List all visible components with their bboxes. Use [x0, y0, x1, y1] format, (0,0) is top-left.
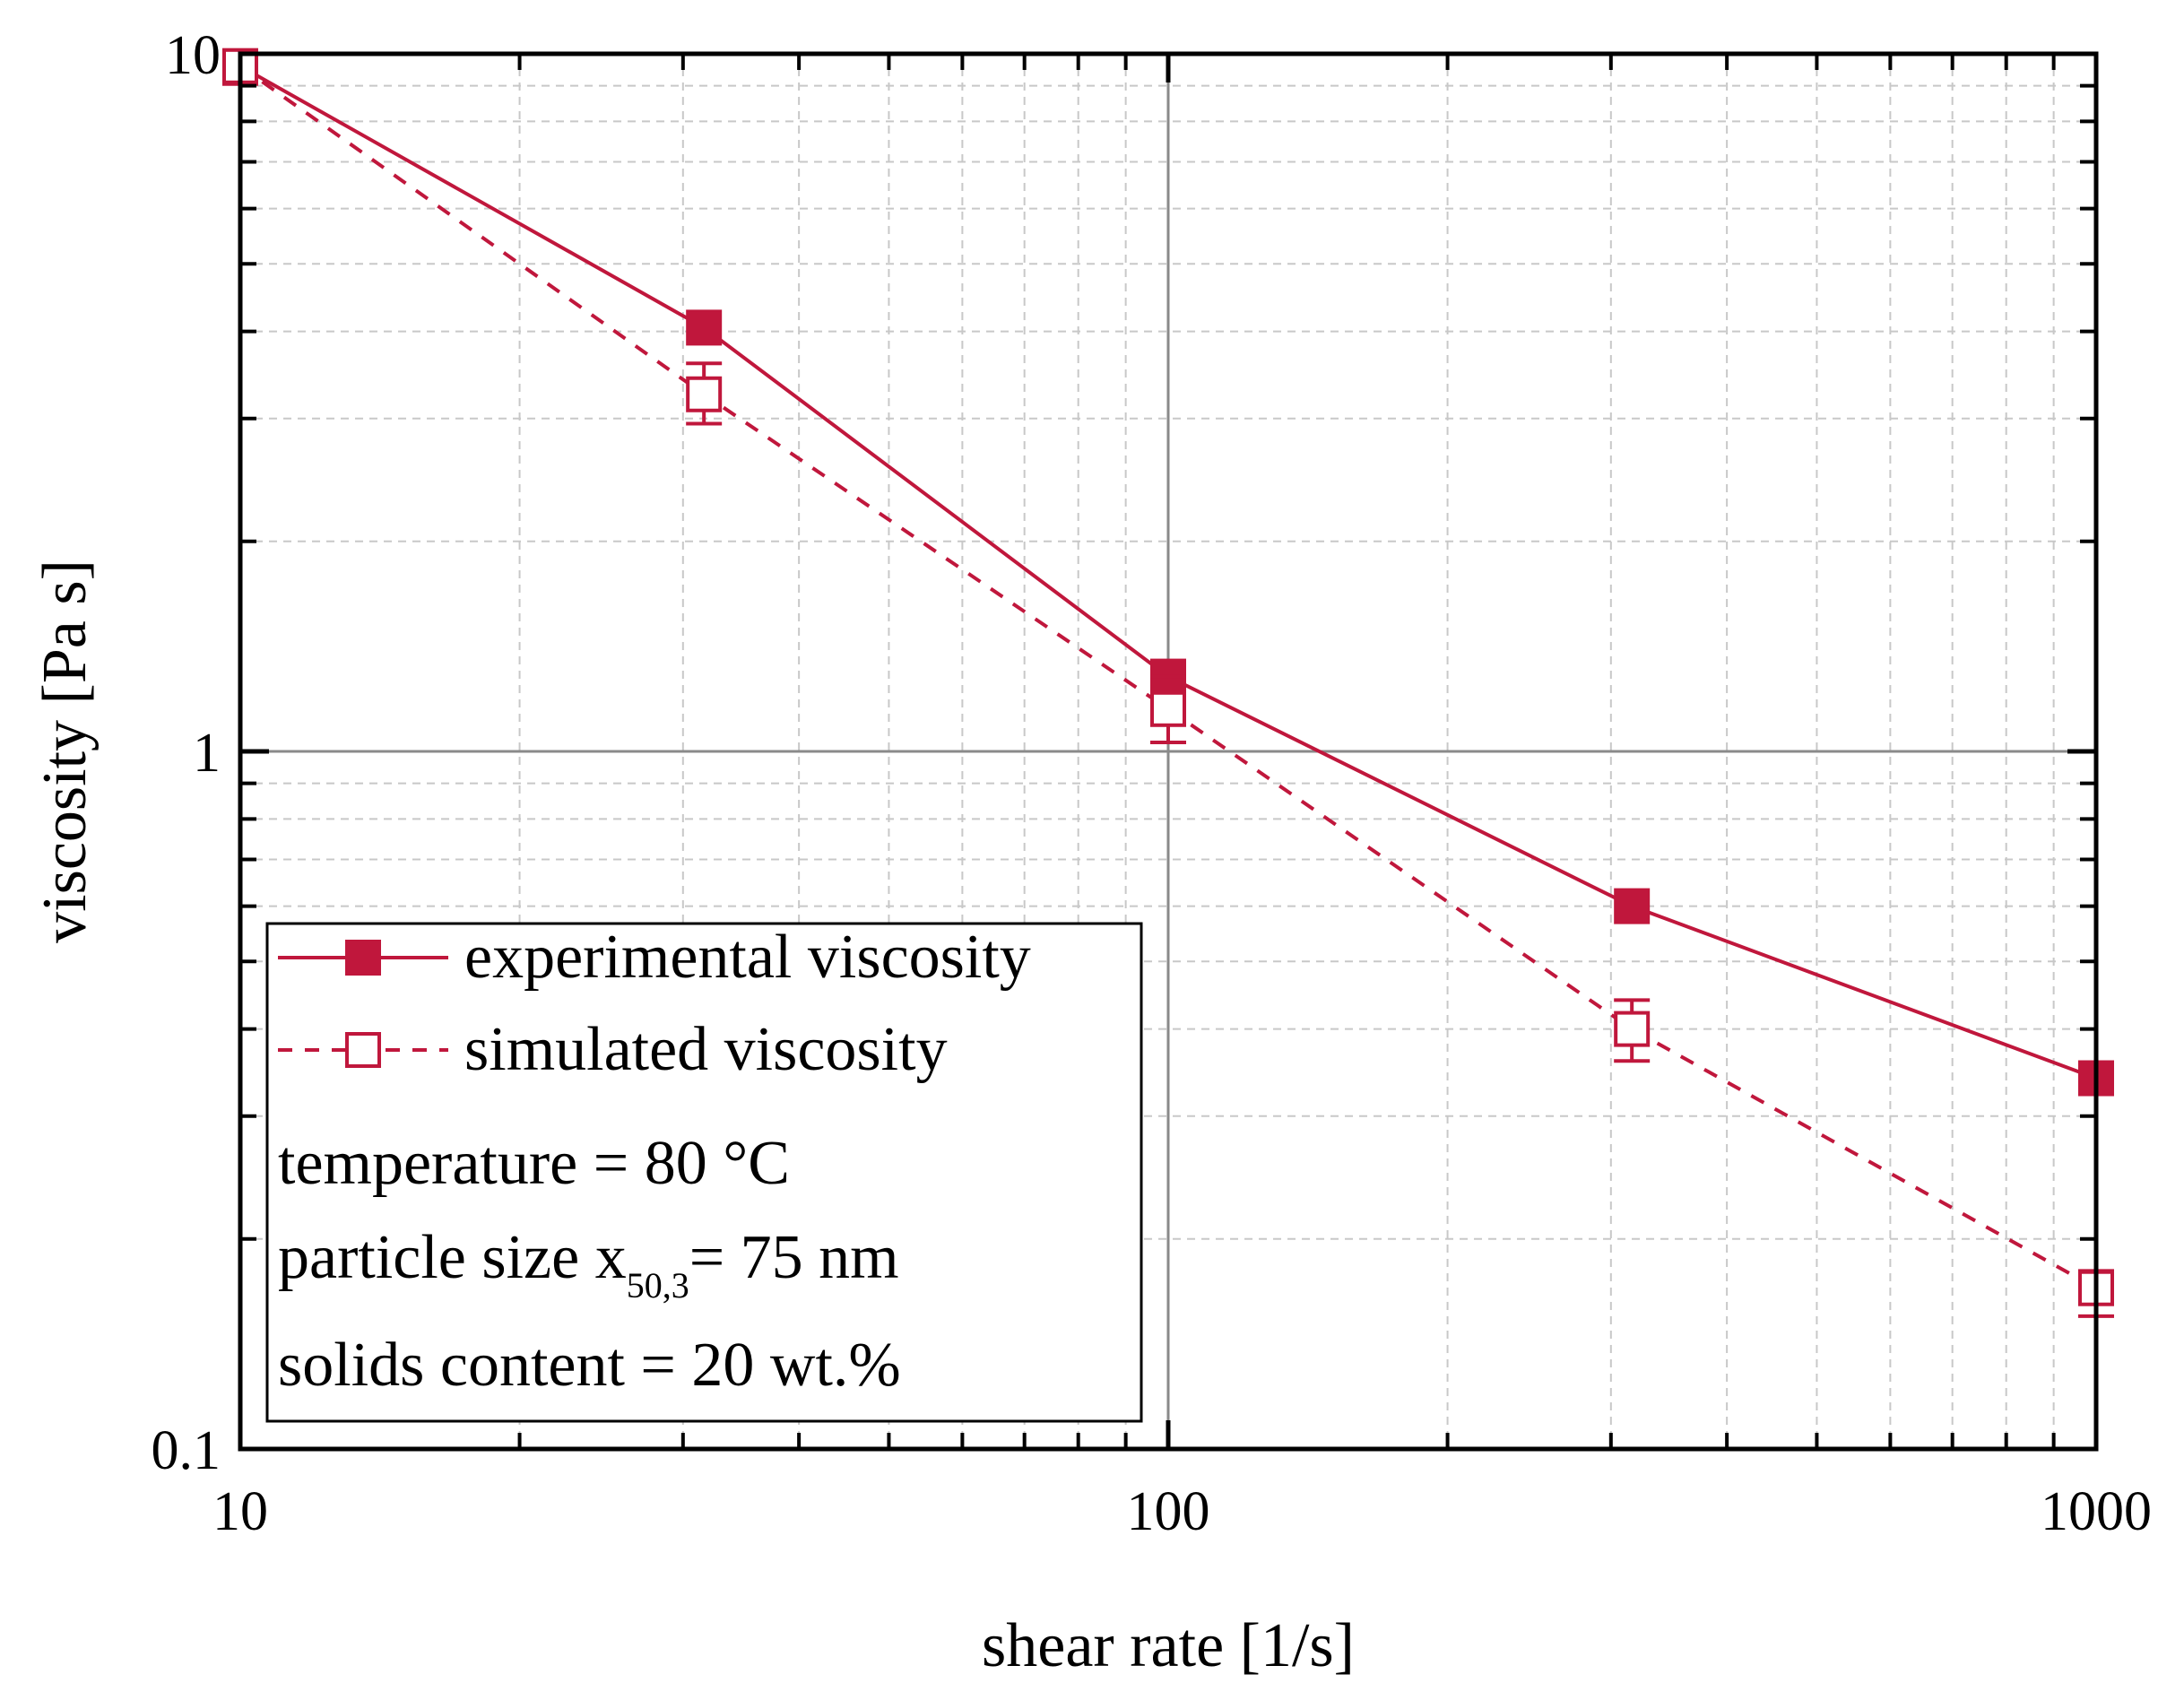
- particle-size-subscript: 50,3: [627, 1265, 689, 1306]
- tick-labels: 10 100 1000 0.1 1 10: [152, 25, 2153, 1542]
- data-point: [686, 309, 723, 346]
- x-axis-label: shear rate [1/s]: [982, 1611, 1355, 1680]
- annotation-particle-size: particle size x50,3= 75 nm: [278, 1223, 899, 1306]
- y-tick-label: 10: [165, 25, 221, 86]
- legend-label-simulated: simulated viscosity: [464, 1015, 948, 1084]
- x-tick-label: 1000: [2041, 1481, 2152, 1542]
- legend: experimental viscosity simulated viscosi…: [265, 922, 1143, 1423]
- axis-ticks: [238, 51, 2099, 1452]
- y-tick-label: 1: [193, 723, 221, 784]
- legend-marker-experimental: [345, 940, 381, 976]
- annotation-temperature: temperature = 80 °C: [278, 1129, 790, 1198]
- y-tick-label: 0.1: [152, 1420, 221, 1481]
- data-point: [1614, 1011, 1651, 1047]
- legend-label-experimental: experimental viscosity: [464, 923, 1031, 992]
- y-axis-label: viscosity [Pa s]: [30, 560, 100, 943]
- legend-marker-simulated: [345, 1032, 381, 1068]
- data-point: [1150, 690, 1186, 727]
- x-tick-label: 100: [1127, 1481, 1210, 1542]
- particle-size-prefix: particle size x: [278, 1223, 627, 1292]
- particle-size-suffix: = 75 nm: [689, 1223, 899, 1292]
- data-point: [686, 376, 723, 412]
- legend-box: [265, 922, 1143, 1423]
- data-point: [1614, 888, 1651, 924]
- series-line: [238, 65, 2097, 1290]
- annotation-solids-content: solids content = 20 wt.%: [278, 1331, 901, 1400]
- x-tick-label: 10: [212, 1481, 268, 1542]
